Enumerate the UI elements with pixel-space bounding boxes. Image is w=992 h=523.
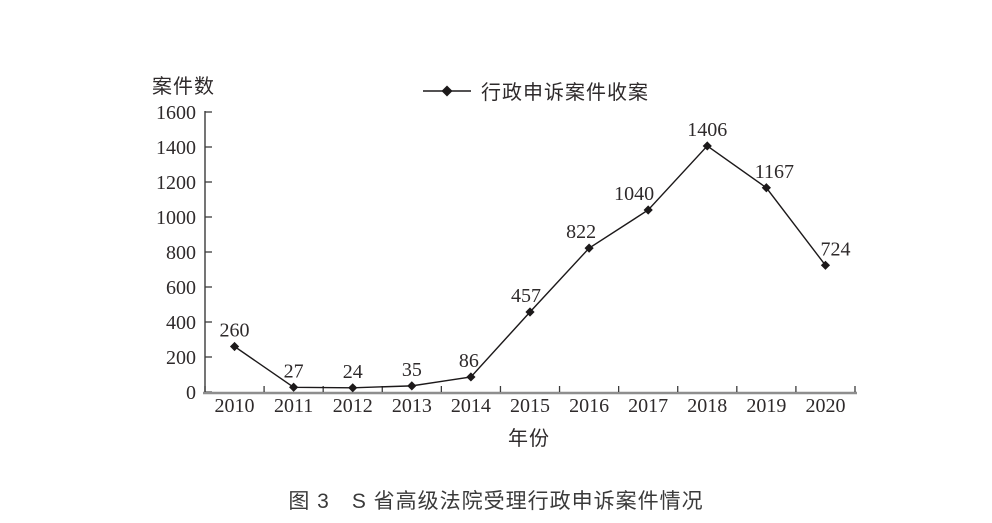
data-label: 27 bbox=[284, 360, 304, 382]
x-tick-label: 2019 bbox=[746, 395, 786, 417]
y-axis-title: 案件数 bbox=[152, 76, 215, 98]
data-labels: 260 27 24 35 86 457 822 1040 1406 1167 724 bbox=[220, 119, 851, 383]
chart-legend: 行政申诉案件收案 bbox=[423, 76, 649, 105]
diamond-marker bbox=[229, 341, 240, 352]
diamond-marker bbox=[702, 141, 712, 151]
legend-label: 行政申诉案件收案 bbox=[481, 82, 649, 104]
x-tick-label: 2012 bbox=[333, 395, 373, 417]
x-tick-label: 2015 bbox=[510, 395, 550, 417]
y-tick-label: 1200 bbox=[156, 172, 196, 194]
legend-line-diamond-icon bbox=[423, 85, 471, 96]
y-tick-label: 600 bbox=[166, 277, 196, 299]
x-tick-label: 2020 bbox=[805, 395, 845, 417]
diamond-marker bbox=[761, 183, 771, 193]
data-label: 724 bbox=[820, 238, 850, 260]
data-label: 1167 bbox=[755, 161, 794, 183]
diamond-marker bbox=[348, 383, 358, 393]
data-label: 86 bbox=[459, 350, 479, 372]
series-line bbox=[234, 145, 827, 389]
diamond-marker bbox=[407, 381, 417, 391]
x-tick-label: 2016 bbox=[569, 395, 609, 417]
x-tick-label: 2013 bbox=[392, 395, 432, 417]
y-tick-label: 0 bbox=[186, 382, 196, 404]
y-tick-label: 200 bbox=[166, 347, 196, 369]
diamond-marker bbox=[820, 260, 831, 270]
y-tick-label: 1400 bbox=[156, 137, 196, 159]
x-axis-title: 年份 bbox=[508, 428, 550, 450]
data-label: 260 bbox=[220, 320, 250, 342]
series-markers bbox=[229, 141, 831, 393]
y-tick-label: 800 bbox=[166, 242, 196, 264]
x-tick-label: 2011 bbox=[274, 395, 313, 417]
y-axis: 0 200 400 600 800 1000 1200 1400 1600 bbox=[156, 102, 212, 404]
figure-caption: 图 3 S 省高级法院受理行政申诉案件情况 bbox=[288, 490, 704, 513]
data-label: 1040 bbox=[614, 183, 654, 205]
data-label: 24 bbox=[343, 361, 363, 383]
data-label: 457 bbox=[511, 285, 541, 307]
diamond-marker bbox=[525, 307, 535, 317]
x-tick-label: 2017 bbox=[628, 395, 668, 417]
x-axis: 2010 2011 2012 2013 2014 2015 2016 2017 2018 2019… bbox=[203, 386, 857, 417]
x-tick-label: 2018 bbox=[687, 395, 727, 417]
x-tick-label: 2014 bbox=[451, 395, 491, 417]
diamond-marker bbox=[643, 205, 653, 215]
y-tick-label: 400 bbox=[166, 312, 196, 334]
diamond-marker bbox=[584, 243, 594, 253]
y-tick-label: 1000 bbox=[156, 207, 196, 229]
data-label: 1406 bbox=[687, 119, 727, 141]
data-label: 35 bbox=[402, 359, 422, 381]
y-tick-label: 1600 bbox=[156, 102, 196, 124]
diamond-marker bbox=[466, 372, 476, 382]
diamond-marker bbox=[289, 382, 299, 392]
x-tick-label: 2010 bbox=[215, 395, 255, 417]
data-label: 822 bbox=[566, 221, 596, 243]
